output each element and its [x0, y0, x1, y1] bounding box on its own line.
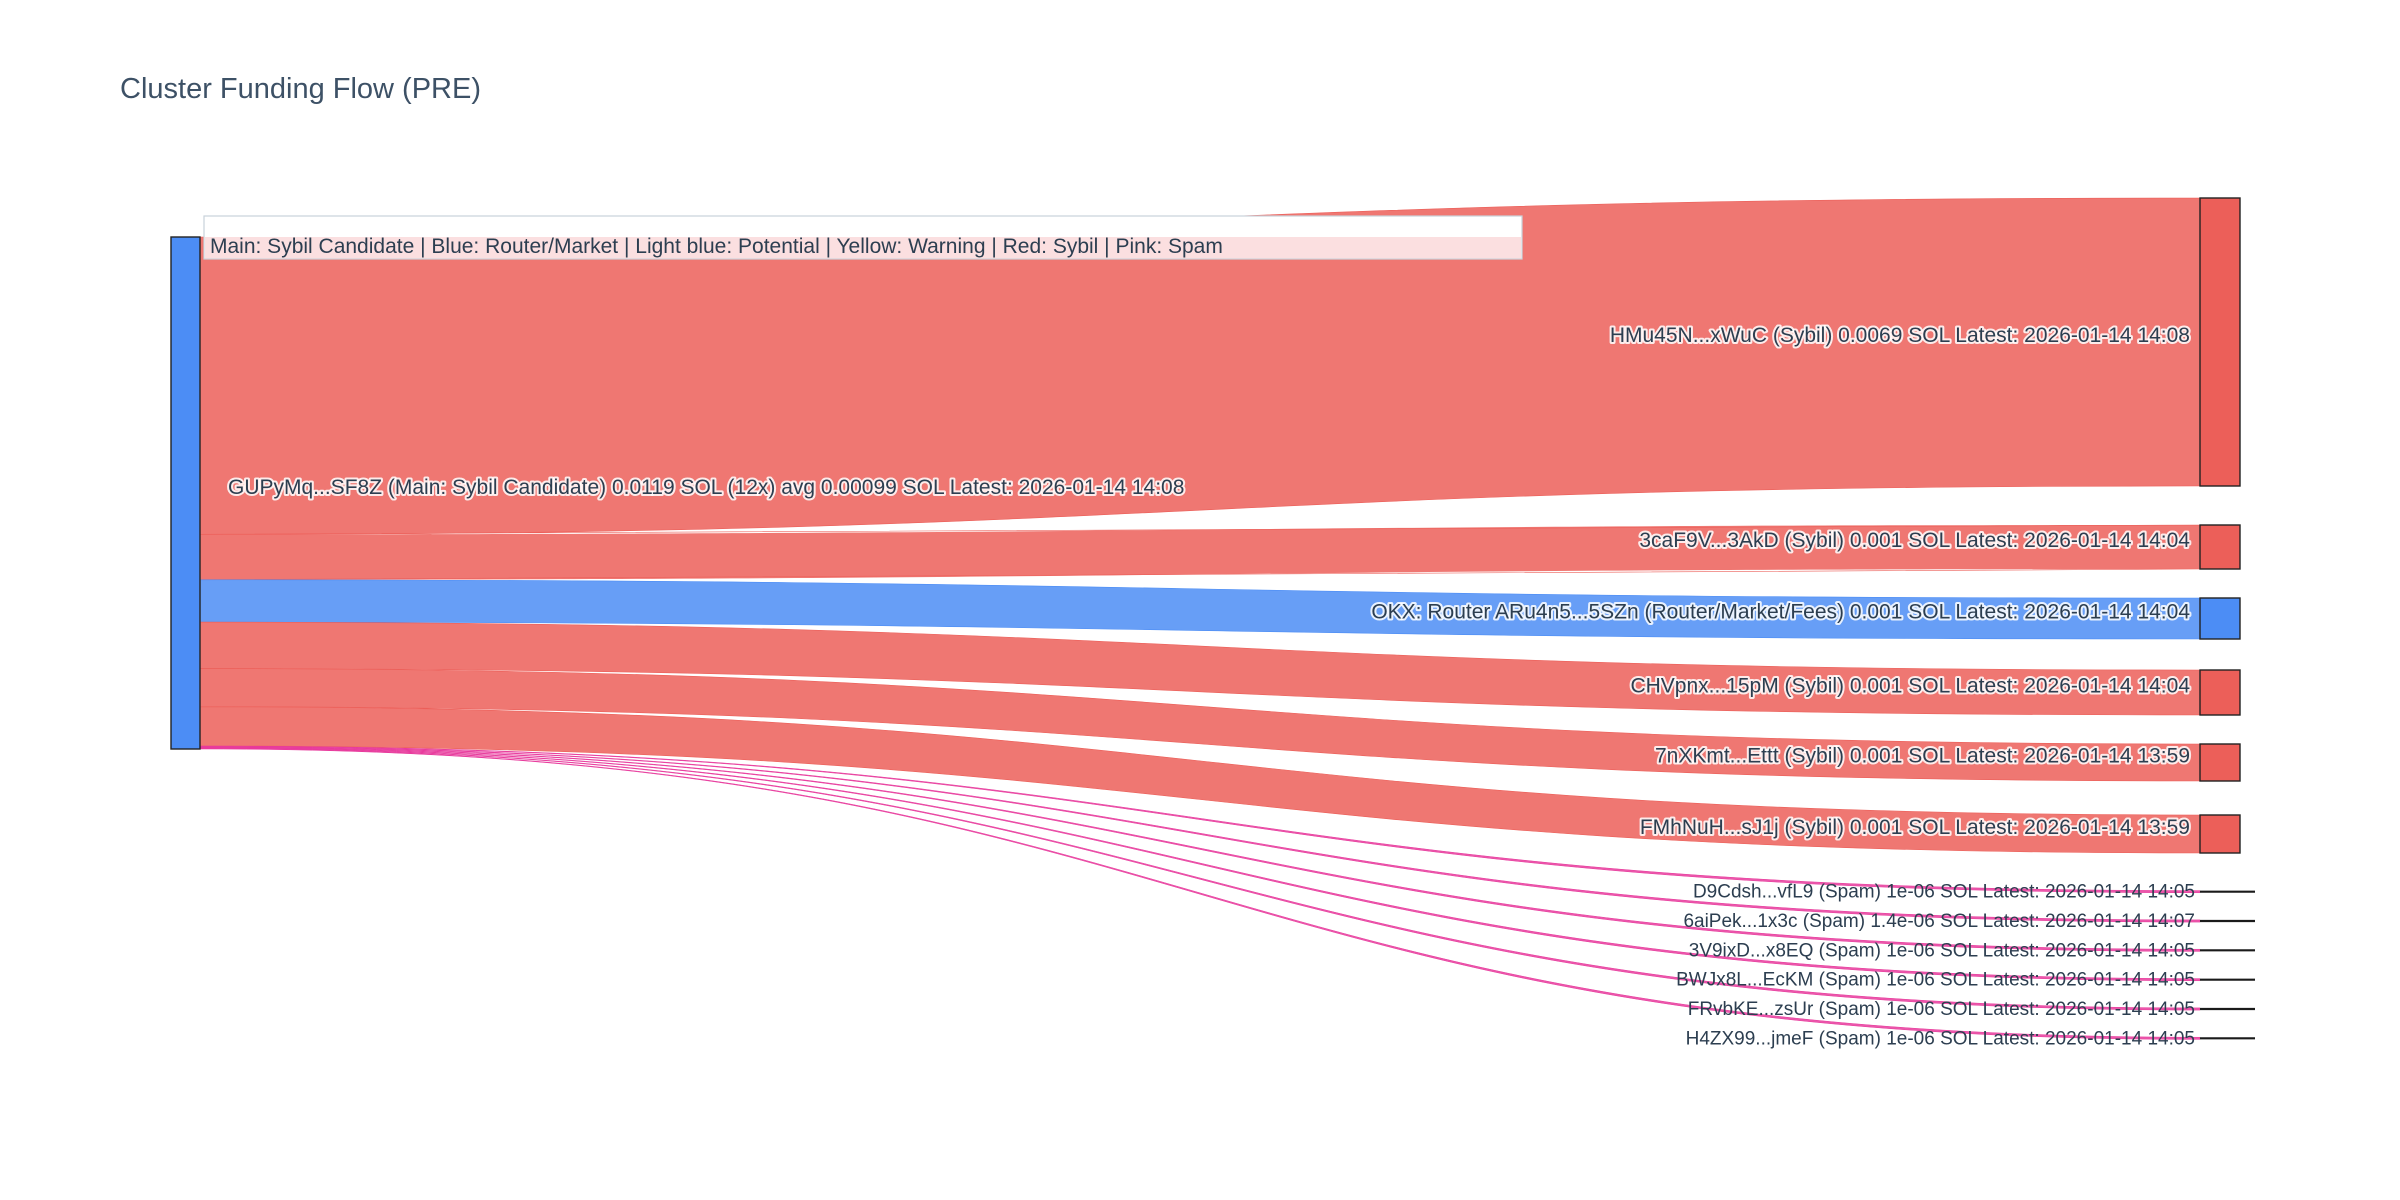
svg-text:OKX: Router ARu4n5...5SZn (Rou: OKX: Router ARu4n5...5SZn (Router/Market…: [1371, 601, 2190, 624]
svg-text:6aiPek...1x3c (Spam) 1.4e-06 S: 6aiPek...1x3c (Spam) 1.4e-06 SOL Latest:…: [1683, 911, 2195, 932]
svg-text:FMhNuH...sJ1j (Sybil) 0.001 SO: FMhNuH...sJ1j (Sybil) 0.001 SOL Latest: …: [1640, 816, 2190, 839]
svg-text:HMu45N...xWuC (Sybil) 0.0069 S: HMu45N...xWuC (Sybil) 0.0069 SOL Latest:…: [1610, 324, 2190, 347]
svg-text:Main: Sybil Candidate | Blue: Main: Sybil Candidate | Blue: Router/Mar…: [210, 235, 1223, 258]
svg-text:3V9ixD...x8EQ (Spam) 1e-06 SOL: 3V9ixD...x8EQ (Spam) 1e-06 SOL Latest: 2…: [1689, 940, 2195, 961]
svg-text:H4ZX99...jmeF (Spam) 1e-06 SOL: H4ZX99...jmeF (Spam) 1e-06 SOL Latest: 2…: [1686, 1028, 2195, 1049]
svg-text:7nXKmt...Ettt (Sybil) 0.001 SO: 7nXKmt...Ettt (Sybil) 0.001 SOL Latest: …: [1655, 745, 2190, 768]
svg-text:3caF9V...3AkD (Sybil) 0.001 SO: 3caF9V...3AkD (Sybil) 0.001 SOL Latest: …: [1639, 529, 2190, 552]
svg-text:FRvbKE...zsUr (Spam) 1e-06 SOL: FRvbKE...zsUr (Spam) 1e-06 SOL Latest: 2…: [1688, 999, 2195, 1020]
svg-text:CHVpnx...15pM (Sybil) 0.001 SO: CHVpnx...15pM (Sybil) 0.001 SOL Latest: …: [1630, 675, 2190, 698]
svg-text:BWJx8L...EcKM (Spam) 1e-06 SOL: BWJx8L...EcKM (Spam) 1e-06 SOL Latest: 2…: [1676, 970, 2195, 991]
svg-text:D9Cdsh...vfL9 (Spam) 1e-06 SOL: D9Cdsh...vfL9 (Spam) 1e-06 SOL Latest: 2…: [1693, 882, 2195, 903]
svg-text:GUPyMq...SF8Z (Main: Sybil Can: GUPyMq...SF8Z (Main: Sybil Candidate) 0.…: [228, 476, 1184, 499]
